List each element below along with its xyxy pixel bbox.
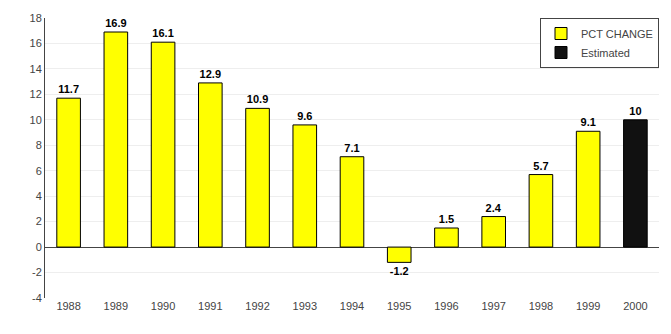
svg-text:1990: 1990 — [151, 300, 175, 312]
svg-text:4: 4 — [36, 190, 42, 202]
svg-text:10: 10 — [30, 114, 42, 126]
svg-text:2.4: 2.4 — [486, 202, 502, 214]
svg-text:2: 2 — [36, 215, 42, 227]
svg-text:11.7: 11.7 — [58, 83, 79, 95]
svg-text:1992: 1992 — [245, 300, 269, 312]
svg-text:8: 8 — [36, 139, 42, 151]
svg-text:6: 6 — [36, 165, 42, 177]
svg-text:14: 14 — [30, 63, 42, 75]
svg-text:1989: 1989 — [104, 300, 128, 312]
svg-text:10.9: 10.9 — [247, 93, 268, 105]
svg-text:-2: -2 — [32, 266, 42, 278]
svg-text:16.1: 16.1 — [152, 27, 173, 39]
svg-text:2000: 2000 — [623, 300, 647, 312]
svg-text:0: 0 — [36, 241, 42, 253]
svg-text:-4: -4 — [32, 292, 42, 304]
svg-text:5.7: 5.7 — [533, 160, 548, 172]
svg-text:1995: 1995 — [387, 300, 411, 312]
svg-text:9.6: 9.6 — [297, 110, 312, 122]
svg-text:12: 12 — [30, 88, 42, 100]
svg-text:1994: 1994 — [340, 300, 364, 312]
svg-text:1993: 1993 — [293, 300, 317, 312]
svg-text:Estimated: Estimated — [581, 47, 630, 59]
svg-text:1.5: 1.5 — [439, 213, 454, 225]
svg-text:1999: 1999 — [576, 300, 600, 312]
svg-text:1996: 1996 — [434, 300, 458, 312]
svg-text:16.9: 16.9 — [105, 17, 126, 29]
svg-text:18: 18 — [30, 12, 42, 24]
svg-text:10: 10 — [629, 105, 641, 117]
svg-text:PCT CHANGE: PCT CHANGE — [581, 28, 653, 40]
svg-text:1997: 1997 — [481, 300, 505, 312]
svg-text:-1.2: -1.2 — [390, 265, 409, 277]
svg-text:1998: 1998 — [529, 300, 553, 312]
svg-text:7.1: 7.1 — [344, 142, 359, 154]
svg-text:16: 16 — [30, 37, 42, 49]
svg-text:1988: 1988 — [56, 300, 80, 312]
svg-text:1991: 1991 — [198, 300, 222, 312]
svg-text:9.1: 9.1 — [581, 116, 596, 128]
svg-text:12.9: 12.9 — [200, 68, 221, 80]
